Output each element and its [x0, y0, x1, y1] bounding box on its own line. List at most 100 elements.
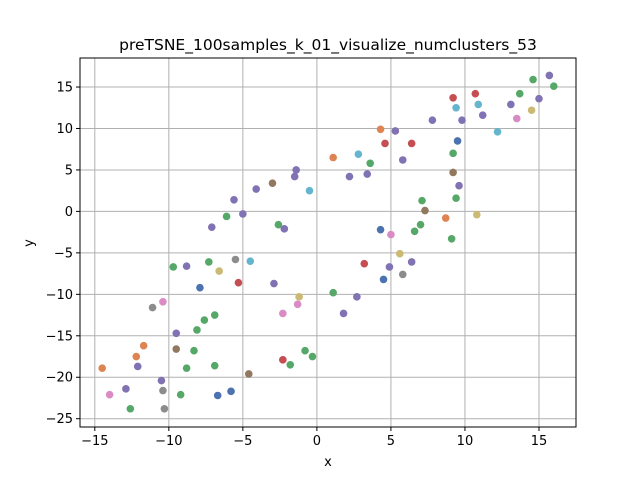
data-point [345, 172, 354, 181]
x-tick-label: 5 [387, 434, 395, 449]
data-point [122, 385, 130, 393]
data-point [132, 352, 141, 361]
data-point [210, 311, 219, 319]
data-point [512, 114, 521, 123]
data-point [449, 168, 457, 177]
data-point [449, 94, 457, 102]
data-point [379, 275, 388, 284]
data-point [286, 361, 295, 369]
y-tick-label: −10 [46, 288, 73, 303]
data-point [227, 387, 235, 396]
data-point [473, 210, 481, 219]
data-point [308, 352, 317, 361]
data-point [381, 139, 389, 148]
y-tick-label: −5 [54, 246, 73, 261]
data-point [234, 278, 243, 287]
data-point [478, 111, 487, 120]
data-point [407, 139, 416, 148]
data-point [252, 185, 260, 193]
data-point [360, 259, 369, 268]
data-point [385, 263, 394, 271]
x-tick-label: 10 [457, 434, 474, 449]
y-tick-label: −25 [46, 412, 73, 427]
data-point [105, 390, 114, 399]
data-point [172, 329, 181, 338]
data-point [305, 186, 314, 195]
data-point [441, 214, 450, 222]
data-point [160, 404, 169, 413]
data-point [159, 297, 167, 306]
data-point [126, 404, 135, 413]
data-point [193, 326, 201, 334]
data-point [398, 156, 407, 164]
data-point [354, 150, 363, 158]
data-point [458, 116, 466, 124]
data-point [452, 103, 460, 112]
y-tick-label: −15 [46, 329, 73, 344]
data-point [295, 293, 303, 301]
data-point [535, 94, 543, 103]
data-point [363, 170, 372, 178]
data-point [172, 345, 181, 353]
x-tick-label: 15 [531, 434, 548, 449]
data-point [407, 258, 416, 266]
data-point [213, 391, 222, 400]
y-axis-label: y [22, 239, 37, 247]
x-axis-ticks: −15 −10 −5 0 5 10 15 [81, 427, 547, 449]
x-tick-label: −15 [81, 434, 108, 449]
data-point [353, 293, 361, 301]
plot-frame [79, 57, 577, 428]
data-point [148, 303, 157, 312]
data-point [157, 376, 166, 385]
data-point [515, 89, 524, 98]
data-point [279, 309, 287, 318]
data-point [205, 258, 213, 266]
data-point [452, 194, 460, 202]
data-point [376, 125, 385, 134]
y-tick-label: −20 [46, 371, 73, 386]
data-point [493, 128, 502, 136]
data-point [449, 149, 457, 158]
data-point [222, 212, 231, 221]
data-point [292, 166, 300, 174]
data-point [418, 196, 426, 205]
data-point [507, 100, 515, 109]
data-point [230, 195, 238, 204]
data-point [453, 137, 462, 145]
data-point [274, 220, 283, 229]
data-point [387, 230, 395, 239]
y-tick-label: 10 [56, 122, 73, 137]
data-point [391, 127, 400, 135]
data-point [215, 267, 223, 275]
data-point [210, 361, 219, 370]
x-tick-label: −10 [155, 434, 182, 449]
chart-title: preTSNE_100samples_k_01_visualize_numclu… [119, 36, 537, 55]
data-point [176, 390, 185, 399]
data-point [246, 257, 255, 265]
data-point [527, 106, 536, 115]
data-point [301, 346, 309, 355]
data-point [329, 288, 337, 297]
data-point [207, 223, 216, 231]
data-point [329, 153, 337, 162]
data-point [366, 159, 374, 168]
data-point [200, 316, 209, 324]
data-point [98, 364, 107, 372]
data-point [280, 225, 289, 233]
data-point [428, 116, 437, 124]
data-point [169, 263, 178, 271]
data-point [239, 210, 247, 218]
data-point [376, 225, 385, 234]
data-point [474, 100, 483, 109]
x-tick-label: −5 [233, 434, 252, 449]
data-point [529, 75, 537, 84]
data-point [447, 234, 456, 243]
data-point [190, 346, 198, 355]
data-point [196, 283, 204, 292]
y-axis-ticks: −25 −20 −15 −10 −5 0 5 10 15 [46, 81, 80, 427]
data-point [159, 386, 167, 395]
data-point [455, 181, 463, 190]
data-point [270, 279, 278, 288]
